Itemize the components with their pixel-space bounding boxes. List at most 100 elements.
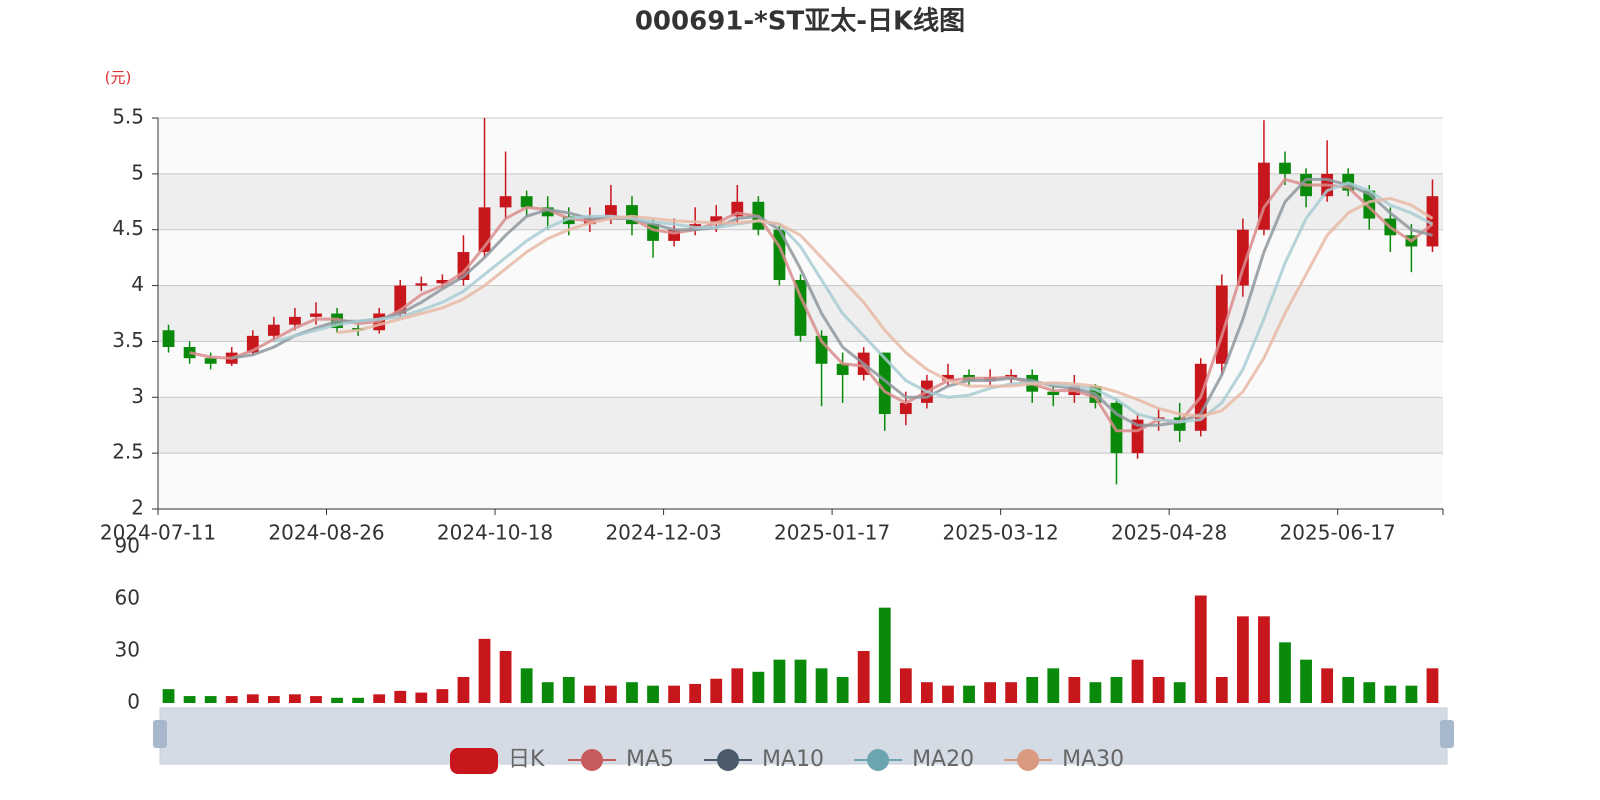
volume-bar	[836, 677, 849, 703]
candle-body	[1215, 285, 1228, 364]
volume-bar	[373, 694, 386, 703]
candle-body	[942, 374, 954, 381]
legend-label: MA30	[1062, 747, 1124, 772]
volume-bar	[984, 682, 996, 703]
candle-body	[878, 352, 891, 415]
volume-bar	[541, 682, 554, 703]
volume-bar	[183, 696, 196, 703]
candle-body	[899, 402, 912, 415]
volume-bar	[1110, 677, 1123, 703]
volume-bar	[899, 668, 912, 703]
volume-bar	[267, 696, 280, 703]
volume-bar	[1236, 616, 1249, 703]
y-tick-label: 60	[115, 586, 140, 610]
volume-bar	[204, 696, 217, 703]
candle-body	[605, 205, 617, 219]
candle-body	[1173, 417, 1186, 431]
volume-bar	[1089, 682, 1102, 703]
volume-bar	[689, 683, 702, 703]
y-axis-unit: (元)	[105, 69, 132, 87]
volume-bar	[1384, 685, 1397, 703]
zoom-track	[159, 707, 1448, 765]
volume-bar	[1005, 682, 1018, 703]
volume-bar	[878, 607, 891, 703]
volume-bar	[583, 685, 596, 703]
legend-icon	[867, 749, 890, 771]
volume-bar	[1152, 677, 1165, 703]
volume-bar	[1426, 668, 1439, 703]
candle-body	[626, 205, 638, 225]
legend-icon	[450, 748, 498, 774]
legend-label: 日K	[508, 747, 545, 772]
x-tick-label: 2025-06-17	[1280, 521, 1396, 545]
x-tick-label: 2025-03-12	[943, 521, 1059, 545]
x-tick-label: 2024-08-26	[268, 521, 384, 545]
y-tick-label: 2	[131, 496, 144, 520]
volume-bar	[920, 682, 933, 703]
volume-bar	[436, 689, 449, 703]
ma-line	[189, 177, 1434, 433]
plot: 2 2.5 3 3.5 4 4.5 5 5.5 2024-07-11 2024-08-26 2024…	[100, 105, 1444, 714]
candle-body	[1131, 419, 1144, 454]
volume-bar	[562, 677, 575, 703]
y-tick-label: 30	[115, 638, 140, 662]
y-tick-label: 90	[115, 534, 140, 558]
candle-body	[183, 347, 196, 359]
candle-body	[1426, 196, 1439, 247]
grid-band	[158, 118, 1443, 174]
volume-bar	[647, 685, 659, 703]
volume-bar	[1279, 642, 1291, 703]
volume-bar	[1321, 668, 1334, 703]
candle-body	[647, 224, 659, 241]
volume-bar	[162, 689, 175, 703]
volume-bar	[668, 685, 681, 703]
grid-band	[158, 397, 1443, 454]
candle-body	[478, 207, 491, 253]
volume-bar	[289, 694, 301, 703]
candle-body	[710, 216, 723, 225]
volume-bar	[752, 671, 765, 703]
ma-line	[273, 181, 1434, 424]
zoom-handle[interactable]	[153, 720, 167, 748]
candle-body	[1363, 190, 1376, 219]
volume-bar	[1131, 659, 1144, 703]
candle-body	[457, 252, 470, 280]
volume-bar	[352, 697, 365, 703]
ma-line	[336, 196, 1434, 418]
volume-bar	[499, 651, 512, 703]
candle-body	[415, 283, 428, 286]
candle-body	[794, 279, 807, 336]
candle-body	[520, 196, 533, 208]
data-zoom[interactable]	[153, 707, 1454, 765]
volume-bar	[1342, 677, 1355, 703]
grid-band	[158, 173, 1443, 230]
x-tick-label: 2025-04-28	[1111, 521, 1227, 545]
x-tick-label: 2024-10-18	[437, 521, 553, 545]
y-tick-label: 3	[131, 384, 144, 408]
chart-title: 000691-*ST亚太-日K线图	[635, 7, 965, 37]
grid-band	[158, 453, 1443, 509]
volume-bar	[942, 685, 954, 703]
volume-bar	[331, 697, 343, 703]
candle-body	[246, 335, 259, 353]
volume-bar	[1194, 595, 1207, 703]
candle-body	[815, 335, 828, 364]
volume-bar	[1363, 682, 1376, 703]
volume-bar	[773, 659, 786, 703]
volume-bar	[310, 696, 322, 703]
volume-bar	[457, 677, 470, 703]
x-tick-label: 2024-07-11	[100, 521, 216, 545]
volume-bar	[520, 668, 533, 703]
volume-bar	[1026, 677, 1039, 703]
volume-bar	[246, 694, 259, 703]
volume-bar	[1405, 685, 1418, 703]
zoom-handle[interactable]	[1440, 720, 1454, 748]
volume-bar	[225, 696, 238, 703]
candle-body	[1047, 391, 1060, 396]
volume-bar	[731, 668, 744, 703]
volume-bar	[394, 690, 407, 703]
volume-bar	[478, 638, 491, 703]
y-tick-label: 5	[131, 160, 144, 184]
candle-body	[1279, 162, 1291, 174]
y-tick-label: 4.5	[112, 216, 144, 240]
